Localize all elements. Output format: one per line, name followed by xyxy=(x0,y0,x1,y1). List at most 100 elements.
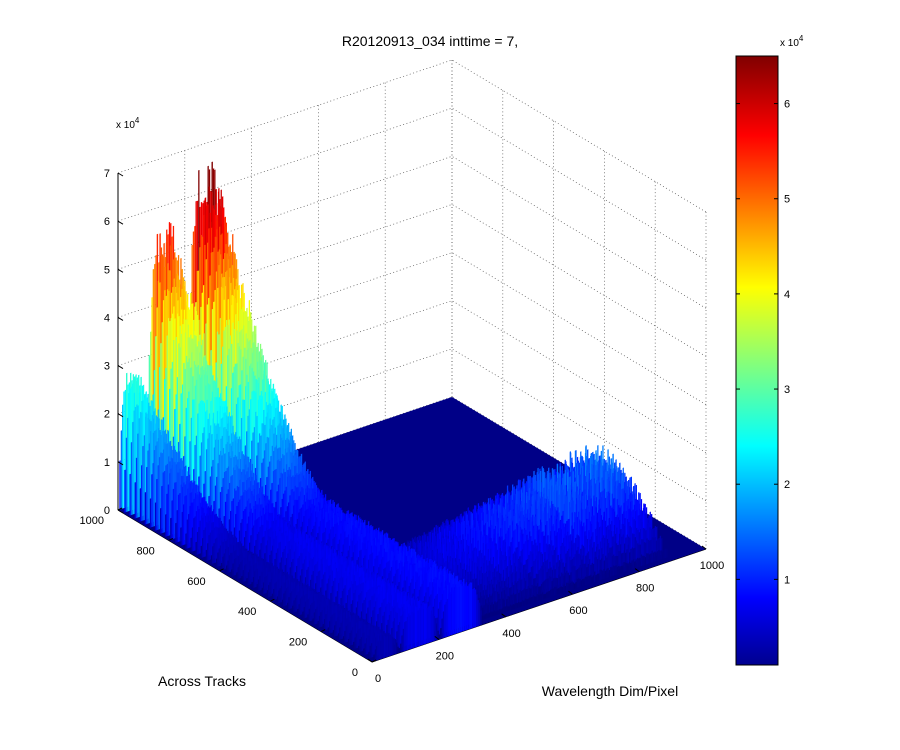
surface-strip xyxy=(236,572,238,580)
surface-strip xyxy=(284,590,286,606)
surface-strip xyxy=(171,500,173,540)
surface-strip xyxy=(238,564,241,579)
surface-strip xyxy=(154,502,157,531)
chart-title: R20120913_034 inttime = 7, xyxy=(342,33,518,49)
surface-strip xyxy=(308,608,310,622)
surface-strip xyxy=(196,531,199,555)
surface-strip xyxy=(149,498,152,528)
surface-strip xyxy=(170,517,172,540)
surface-strip xyxy=(208,534,210,561)
surface-strip xyxy=(188,513,190,549)
surface-strip xyxy=(270,579,272,597)
surface-strip xyxy=(205,549,207,562)
surface-strip xyxy=(261,587,263,595)
surface-strip xyxy=(128,392,130,512)
surface-strip xyxy=(167,484,170,536)
surface-strip xyxy=(231,569,233,577)
surface-strip xyxy=(129,473,131,516)
surface-strip xyxy=(214,538,217,563)
surface-strip xyxy=(193,517,195,552)
surface-strip xyxy=(268,536,270,569)
surface-strip xyxy=(153,449,156,527)
surface-strip xyxy=(299,598,302,615)
surface-strip xyxy=(273,588,275,601)
surface-strip xyxy=(198,526,200,555)
surface-strip xyxy=(241,575,243,583)
surface-strip xyxy=(122,404,124,509)
surface-strip xyxy=(254,571,256,588)
surface-strip xyxy=(184,495,186,545)
surface-strip xyxy=(251,581,253,589)
surface-strip xyxy=(246,523,248,557)
grid-line-z xyxy=(117,204,707,357)
surface-strip xyxy=(281,599,284,607)
surface-strip xyxy=(240,561,242,579)
surface-strip xyxy=(217,552,219,567)
surface-strip xyxy=(212,546,214,564)
surface-strip xyxy=(261,571,264,590)
surface-strip xyxy=(288,597,290,610)
surface-strip xyxy=(141,465,143,522)
surface-strip xyxy=(251,563,253,584)
surface-strip xyxy=(218,548,220,567)
surface-strip xyxy=(180,484,182,542)
surface-strip xyxy=(276,596,279,604)
surface-strip xyxy=(209,532,211,560)
surface-strip xyxy=(297,608,299,616)
surface-strip xyxy=(203,529,205,558)
surface-strip xyxy=(283,548,285,578)
surface-strip xyxy=(303,606,305,619)
surface-strip xyxy=(262,582,265,595)
surface-strip xyxy=(241,559,243,578)
surface-strip xyxy=(259,575,261,591)
surface-plot xyxy=(118,161,706,662)
surface-strip xyxy=(311,602,313,621)
surface-strip xyxy=(251,527,253,560)
surface-strip xyxy=(320,611,322,628)
surface-strip xyxy=(220,562,223,571)
surface-strip xyxy=(164,470,166,533)
surface-strip xyxy=(132,421,134,515)
surface-strip xyxy=(151,474,153,528)
surface-strip xyxy=(169,473,171,536)
surface-strip xyxy=(199,520,201,554)
surface-strip xyxy=(260,571,262,591)
surface-strip xyxy=(156,478,158,531)
surface-strip xyxy=(269,582,271,597)
surface-strip xyxy=(263,536,265,566)
surface-strip xyxy=(316,606,318,624)
grid-line-z xyxy=(117,155,707,309)
surface-strip xyxy=(266,590,268,598)
surface-strip xyxy=(143,435,145,521)
surface-strip xyxy=(256,583,258,592)
surface-strip xyxy=(185,495,187,545)
surface-strip xyxy=(160,508,162,534)
grid-line-z xyxy=(117,59,707,213)
surface-strip xyxy=(206,521,208,557)
surface-strip xyxy=(204,527,206,557)
surface-strip xyxy=(134,482,136,519)
surface-strip xyxy=(291,591,293,609)
surface-strip xyxy=(264,576,266,594)
surface-strip xyxy=(195,541,197,556)
surface-strip xyxy=(200,515,203,554)
surface-strip xyxy=(283,593,285,607)
surface-strip xyxy=(147,450,149,524)
surface-strip xyxy=(265,575,267,594)
surface-strip xyxy=(247,516,250,557)
surface-strip xyxy=(298,604,300,616)
surface-strip xyxy=(124,469,126,513)
surface-strip xyxy=(246,577,248,586)
surface-strip xyxy=(292,605,294,613)
surface-strip xyxy=(200,545,202,559)
surface-strip xyxy=(175,522,177,543)
surface-strip xyxy=(232,563,234,576)
surface-strip xyxy=(130,442,133,516)
surface-strip xyxy=(139,488,141,522)
surface-strip xyxy=(317,620,319,629)
surface-strip xyxy=(231,552,233,572)
surface-strip xyxy=(288,549,290,581)
surface-strip xyxy=(227,489,229,545)
surface-strip xyxy=(289,592,291,609)
